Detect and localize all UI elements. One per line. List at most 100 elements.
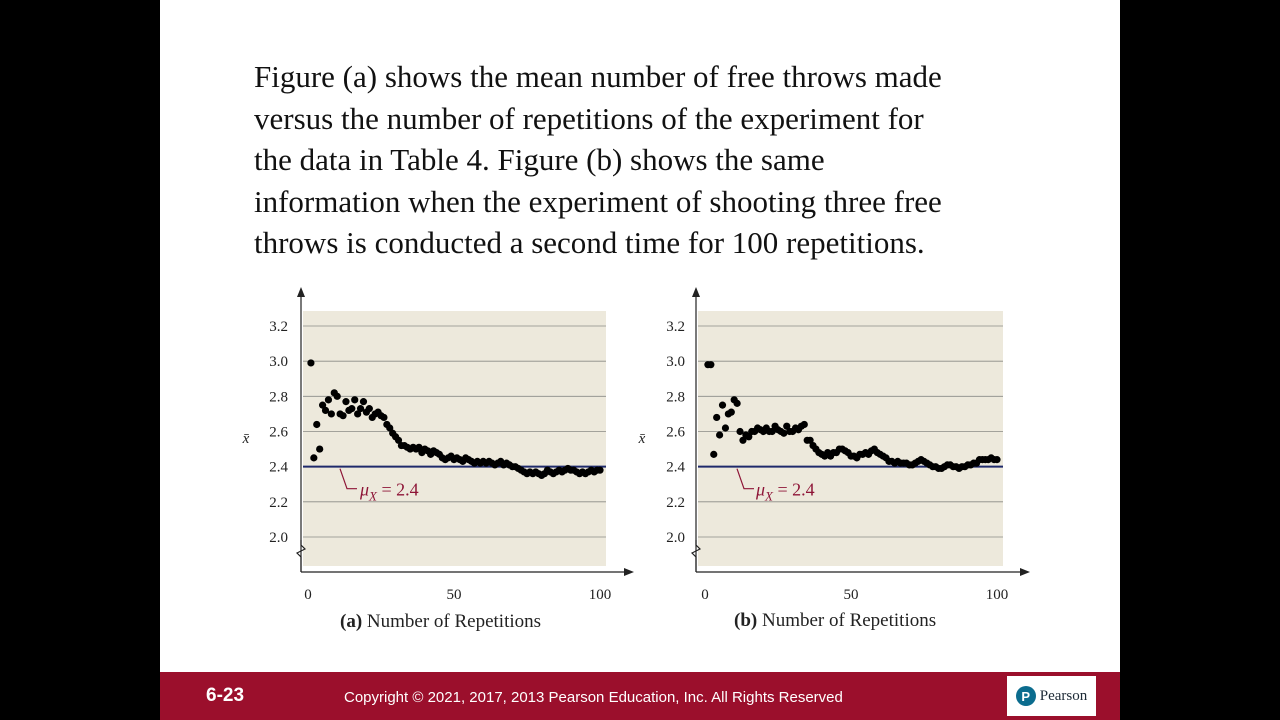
axis-break-gap: [690, 546, 693, 552]
x-tick-label: 50: [447, 587, 462, 603]
data-point: [333, 392, 341, 400]
y-axis-label: x̄: [638, 431, 646, 447]
y-tick-label: 2.0: [666, 530, 685, 546]
mu-value: = 2.4: [773, 480, 815, 500]
y-tick-label: 2.8: [666, 389, 685, 405]
data-point: [739, 436, 747, 444]
y-tick-label: 2.2: [269, 495, 288, 511]
y-axis-label: x̄: [242, 431, 250, 447]
x-axis-arrow-icon: [1020, 568, 1030, 576]
axis-break-gap: [295, 546, 298, 552]
pearson-p-icon: P: [1015, 686, 1036, 706]
panel-label: (b): [734, 610, 757, 631]
mu-symbol: μ: [755, 480, 765, 500]
pearson-logo: P Pearson: [1007, 676, 1096, 716]
callout-line: [339, 468, 357, 490]
body-line: the data in Table 4. Figure (b) shows th…: [254, 142, 825, 177]
data-point: [768, 427, 776, 436]
copyright-text: Copyright © 2021, 2017, 2013 Pearson Edu…: [344, 689, 843, 706]
data-point: [313, 420, 321, 429]
pearson-wordmark: Pearson: [1039, 687, 1088, 704]
data-point: [319, 401, 327, 409]
x-tick-label: 100: [589, 587, 612, 603]
data-point: [394, 436, 403, 444]
data-point: [596, 466, 604, 474]
data-point: [386, 424, 394, 432]
data-point: [339, 412, 347, 420]
data-point: [310, 454, 318, 462]
data-point: [721, 424, 730, 432]
data-point: [348, 405, 356, 413]
y-tick-label: 2.4: [269, 460, 288, 476]
data-point: [736, 427, 744, 436]
y-tick-label: 2.0: [269, 530, 288, 546]
plot-background: [303, 311, 606, 566]
data-point: [745, 433, 753, 441]
data-point: [993, 456, 1001, 464]
y-tick-label: 2.6: [269, 425, 288, 441]
data-point: [356, 405, 365, 413]
mu-symbol: μ: [359, 480, 369, 500]
body-text: Figure (a) shows the mean number of free…: [254, 56, 1054, 264]
y-tick-label: 2.6: [666, 425, 685, 441]
y-tick-label: 2.4: [666, 460, 685, 476]
slide-number: 6-23: [206, 685, 245, 706]
x-axis-label: (b) Number of Repetitions: [734, 610, 936, 631]
chart-b: 2.0 2.2 2.4 2.6 2.8 3.0 3.2 0 50 100 x̄ μX = 2.4 (b)…: [638, 287, 1030, 631]
slide: Figure (a) shows the mean number of free…: [160, 0, 1120, 720]
mu-subscript: X: [368, 489, 378, 504]
body-line: throws is conducted a second time for 10…: [254, 225, 925, 260]
data-point: [800, 420, 808, 429]
data-point: [727, 408, 735, 416]
data-point: [321, 406, 330, 414]
x-axis-arrow-icon: [624, 568, 634, 576]
data-point: [316, 445, 324, 453]
data-point: [716, 431, 724, 439]
x-tick-label: 100: [986, 587, 1009, 603]
data-point: [324, 396, 333, 404]
data-point: [710, 450, 718, 458]
data-point: [380, 413, 388, 422]
data-point: [783, 422, 791, 430]
x-axis-label: (a) Number of Repetitions: [340, 611, 541, 632]
data-point: [733, 399, 741, 407]
y-tick-label: 3.0: [269, 354, 288, 370]
y-axis-arrow-icon: [297, 287, 305, 297]
data-point: [780, 429, 788, 437]
x-axis-title: Number of Repetitions: [362, 611, 541, 632]
data-point: [806, 436, 814, 444]
footer: 6-23 Copyright © 2021, 2017, 2013 Pearso…: [160, 672, 1120, 720]
data-point: [713, 413, 721, 422]
data-point: [718, 401, 727, 409]
body-line: information when the experiment of shoot…: [254, 183, 942, 219]
axis-break-icon: [295, 540, 307, 572]
data-point: [327, 410, 335, 418]
panel-label: (a): [340, 611, 362, 632]
chart-a: 2.0 2.2 2.4 2.6 2.8 3.0 3.2 0 50 100 x̄ μX = 2.4 (a)…: [242, 287, 634, 632]
data-point: [359, 398, 368, 406]
mu-label: μX = 2.4: [359, 480, 419, 504]
x-axis-title: Number of Repetitions: [757, 610, 936, 631]
y-tick-label: 2.8: [269, 389, 288, 405]
callout-line: [736, 468, 754, 490]
y-tick-label: 3.0: [666, 354, 685, 370]
x-tick-label: 0: [701, 587, 709, 603]
mu-label: μX = 2.4: [755, 480, 815, 504]
y-tick-label: 3.2: [666, 319, 685, 335]
x-tick-label: 50: [844, 587, 859, 603]
body-line: versus the number of repetitions of the …: [254, 100, 924, 136]
y-tick-label: 3.2: [269, 319, 288, 335]
y-tick-label: 2.2: [666, 495, 685, 511]
mu-value: = 2.4: [377, 480, 419, 500]
axis-break-icon: [690, 540, 702, 572]
data-point: [342, 398, 350, 406]
data-point: [307, 359, 315, 367]
data-point: [415, 443, 423, 451]
data-point: [354, 410, 362, 418]
mu-subscript: X: [764, 489, 774, 504]
body-line: Figure (a) shows the mean number of free…: [254, 59, 942, 94]
data-point: [365, 405, 373, 413]
y-axis-arrow-icon: [692, 287, 700, 297]
x-tick-label: 0: [304, 587, 312, 603]
data-point: [351, 396, 359, 404]
